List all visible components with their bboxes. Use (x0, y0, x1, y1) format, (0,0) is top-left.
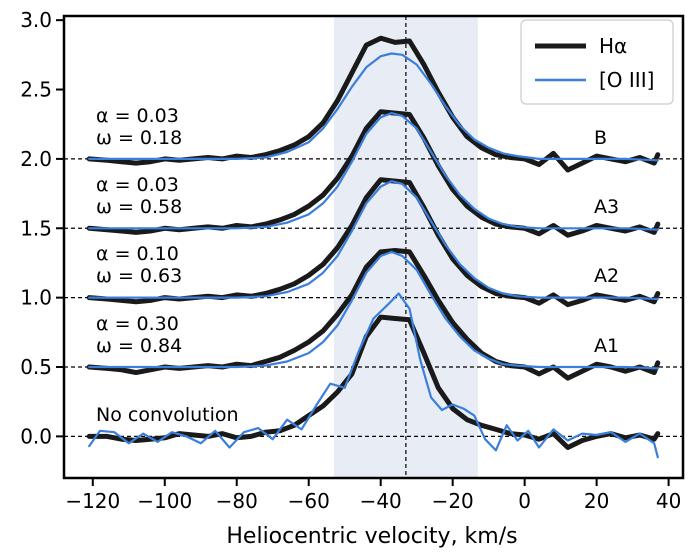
annotation-b-alpha: α = 0.03 (96, 105, 179, 127)
annotation-a1-omega: ω = 0.84 (96, 335, 182, 357)
annotation-a3-omega: ω = 0.58 (96, 196, 182, 218)
y-tick-label-4: 2.0 (20, 147, 52, 171)
legend-oiii-label: [O III] (599, 68, 654, 92)
label-a1: A1 (594, 335, 619, 357)
annotation-a2-alpha: α = 0.10 (96, 243, 179, 265)
oiii-line-a3 (88, 111, 659, 231)
oiii-line-a1 (88, 250, 659, 370)
legend-halpha-label: Hα (599, 34, 627, 58)
annotation-b-omega: ω = 0.18 (96, 127, 182, 149)
x-axis-title: Heliocentric velocity, km/s (226, 524, 517, 549)
baseline-group (64, 158, 683, 437)
axes-frame (62, 14, 685, 480)
annotation-a2: α = 0.10 ω = 0.63 A2 (96, 243, 619, 287)
x-tick-label-4: −40 (360, 489, 402, 513)
x-tick-label-8: 40 (656, 489, 681, 513)
legend-box (520, 19, 674, 105)
x-tick-label-6: 0 (518, 489, 531, 513)
series-layer (86, 35, 661, 459)
annotation-b: α = 0.03 ω = 0.18 B (96, 105, 607, 149)
annotation-no-convolution-text: No convolution (96, 404, 239, 426)
annotation-no-convolution: No convolution (96, 404, 239, 426)
y-tick-label-3: 1.5 (20, 216, 52, 240)
x-tick-label-1: −100 (137, 489, 192, 513)
oiii-line-a2 (88, 180, 659, 301)
halpha-line-no-convolution (86, 314, 661, 450)
annotation-a3: α = 0.03 ω = 0.58 A3 (96, 174, 619, 218)
x-tick-label-2: −80 (216, 489, 258, 513)
y-tick-label-2: 1.0 (20, 286, 52, 310)
annotation-a1: α = 0.30 ω = 0.84 A1 (96, 313, 619, 357)
y-tick-label-5: 2.5 (20, 78, 52, 102)
label-b: B (594, 127, 607, 149)
x-tick-label-7: 20 (584, 489, 609, 513)
annotation-a2-omega: ω = 0.63 (96, 265, 182, 287)
x-tick-label-3: −60 (288, 489, 330, 513)
label-a2: A2 (594, 265, 619, 287)
x-axis-ticks: −120 −100 −80 −60 −40 −20 0 20 40 (65, 478, 681, 513)
annotation-a1-alpha: α = 0.30 (96, 313, 179, 335)
y-axis-ticks: 0.0 0.5 1.0 1.5 2.0 2.5 3.0 (20, 8, 64, 448)
y-tick-label-6: 3.0 (20, 8, 52, 32)
oiii-line-no-convolution (88, 292, 659, 459)
x-tick-label-5: −20 (432, 489, 474, 513)
plot-area (62, 14, 685, 480)
label-a3: A3 (594, 196, 619, 218)
y-tick-label-0: 0.0 (20, 424, 52, 448)
oiii-line-b (88, 52, 659, 162)
legend: Hα [O III] (520, 19, 674, 105)
annotation-a3-alpha: α = 0.03 (96, 174, 179, 196)
y-tick-label-1: 0.5 (20, 355, 52, 379)
x-tick-label-0: −120 (65, 489, 120, 513)
